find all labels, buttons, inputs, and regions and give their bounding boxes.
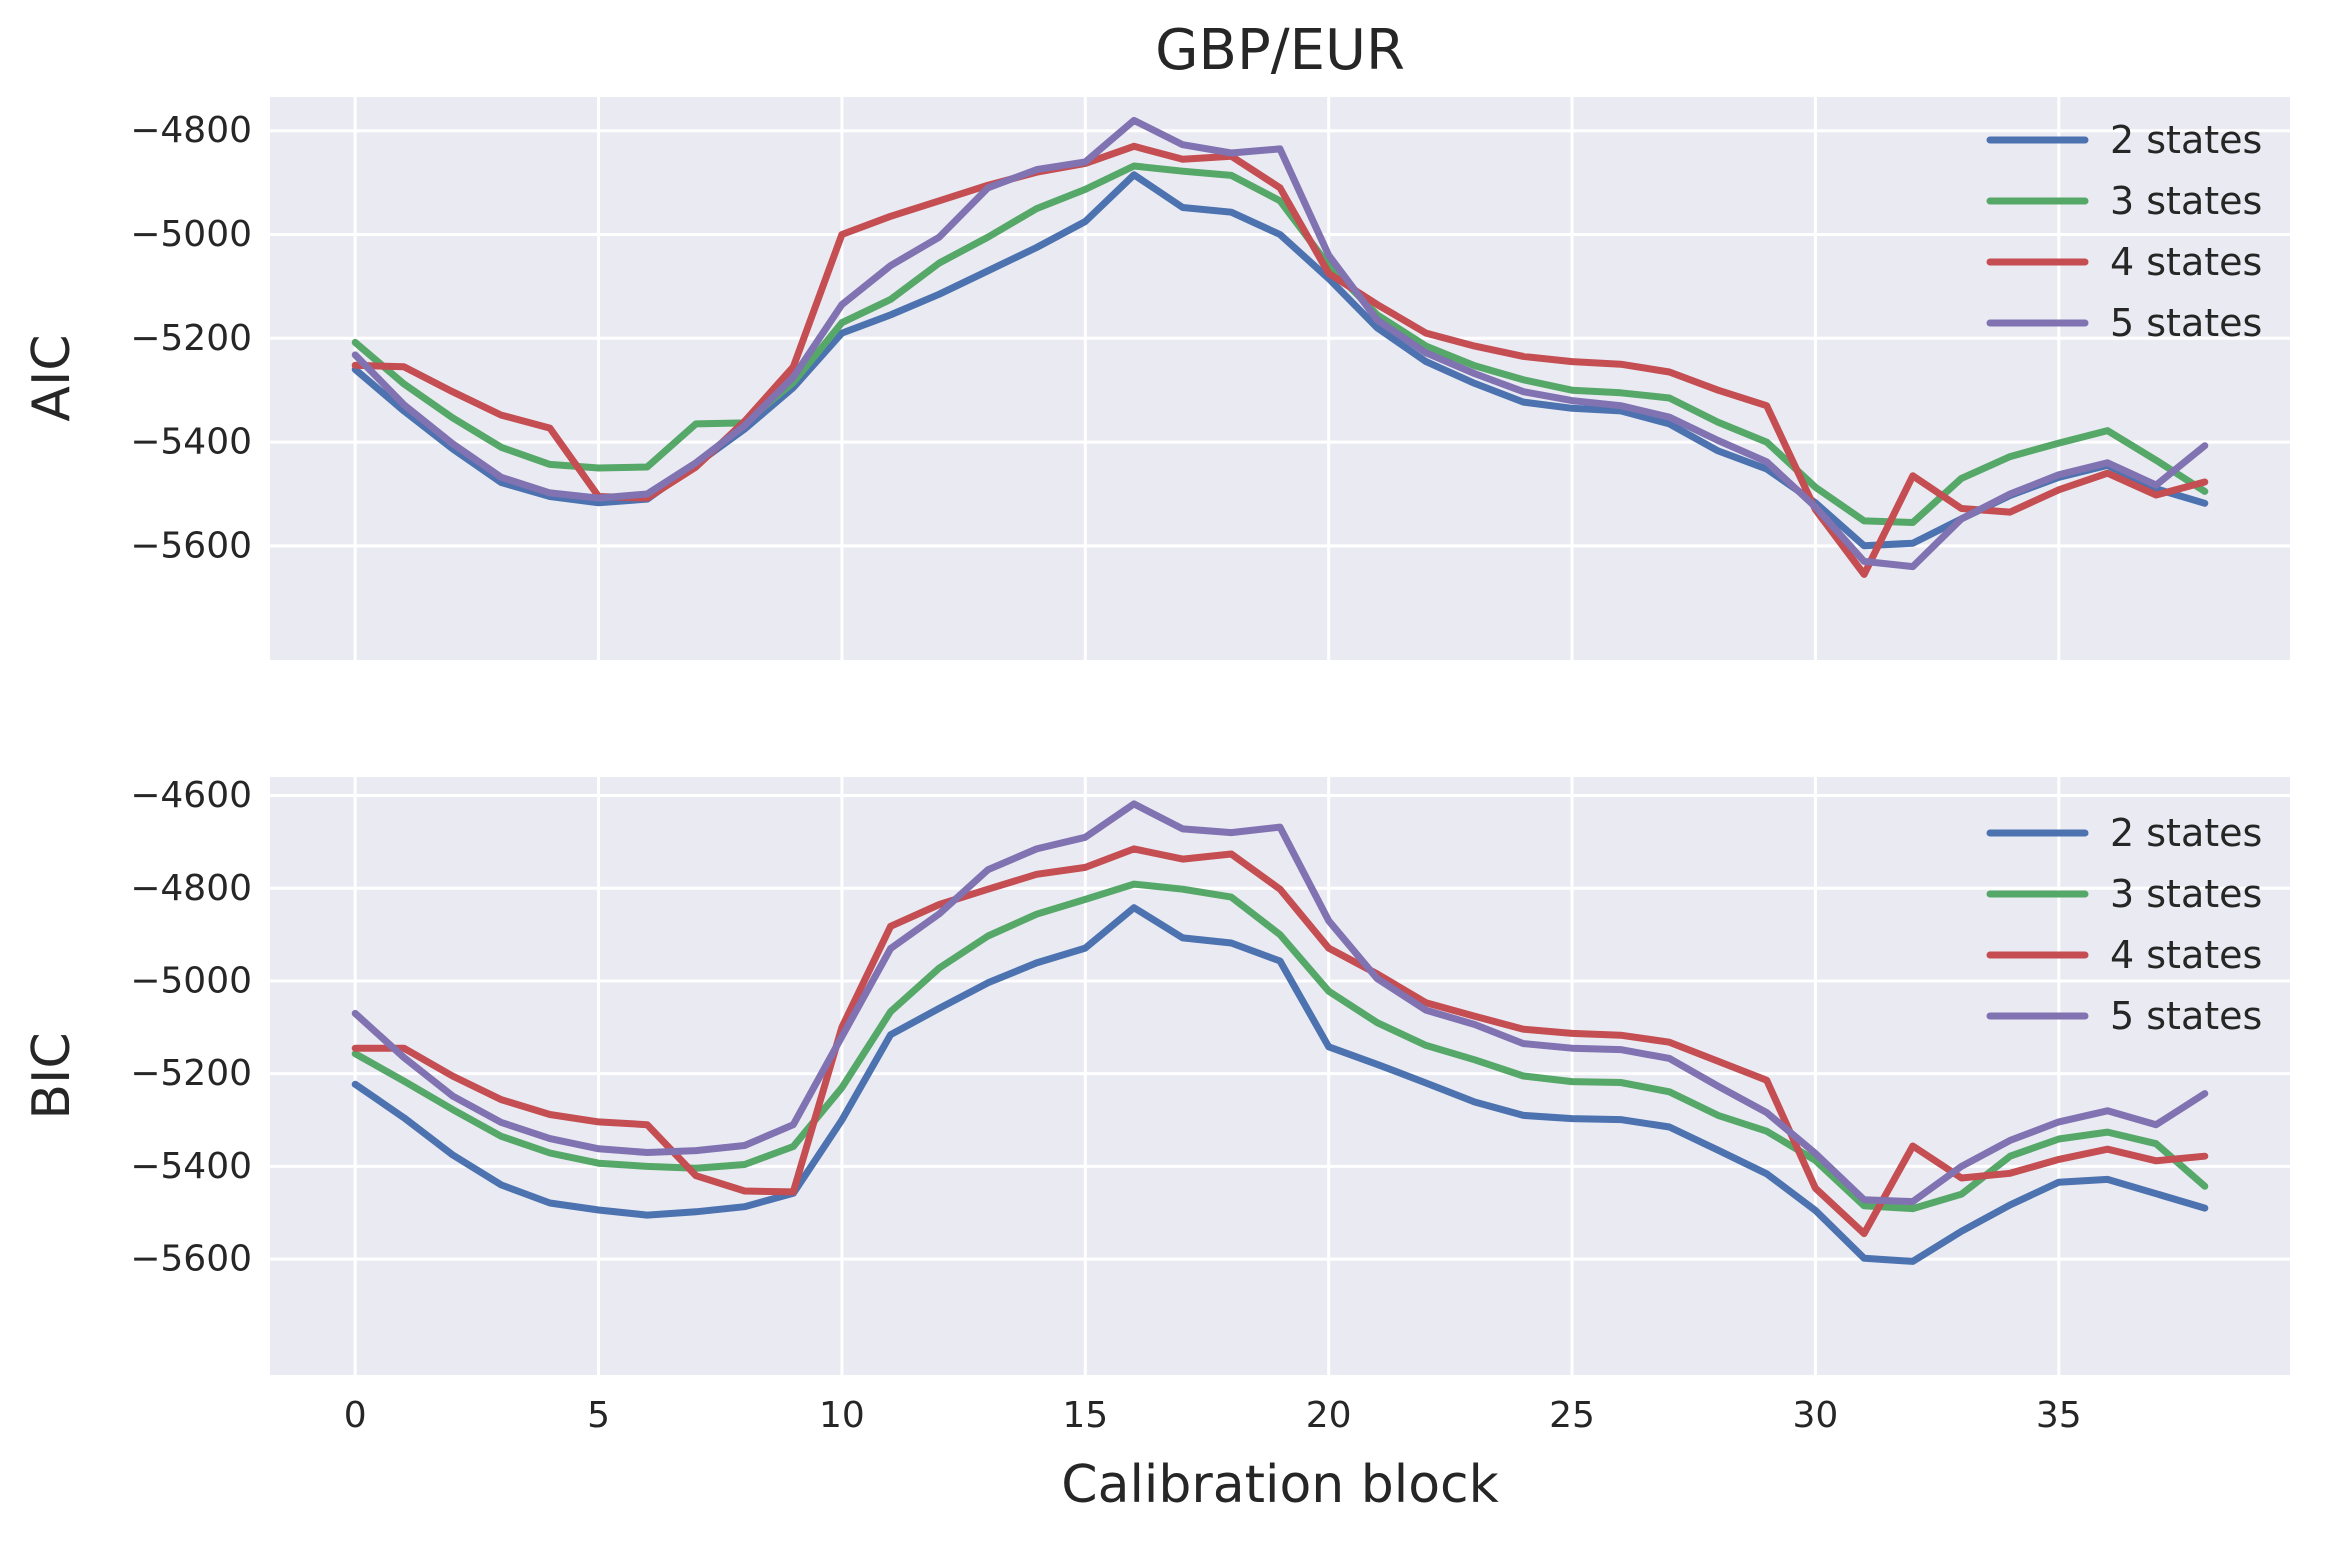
bic-series-line-2-states	[351, 904, 2209, 1265]
aic-legend-label-5-states: 5 states	[2110, 301, 2262, 345]
aic-axes-background	[270, 97, 2290, 660]
bic-axes-background	[270, 777, 2290, 1375]
aic-series-line-5-states	[351, 116, 2209, 571]
aic-ytick-label: −5000	[130, 214, 252, 255]
aic-legend-label-2-states: 2 states	[2110, 118, 2262, 162]
bic-ytick-label: −4600	[130, 775, 252, 816]
bic-series-line-4-states	[351, 845, 2209, 1238]
bic-ytick-label: −4800	[130, 868, 252, 909]
aic-ytick-label: −4800	[130, 110, 252, 151]
chart-title: GBP/EUR	[1155, 18, 1405, 83]
bic-ytick-label: −5400	[130, 1146, 252, 1187]
bic-ytick-label: −5000	[130, 960, 252, 1001]
xtick-label: 10	[819, 1395, 865, 1436]
bic-ytick-label: −5600	[130, 1239, 252, 1280]
xtick-label: 25	[1549, 1395, 1595, 1436]
xtick-label: 30	[1793, 1395, 1839, 1436]
bic-legend-label-5-states: 5 states	[2110, 994, 2262, 1038]
xtick-label: 0	[344, 1395, 367, 1436]
xtick-label: 5	[587, 1395, 610, 1436]
aic-series-line-3-states	[351, 162, 2209, 526]
aic-ytick-label: −5600	[130, 525, 252, 566]
bic-ytick-label: −5200	[130, 1053, 252, 1094]
xtick-label: 15	[1062, 1395, 1108, 1436]
bic-legend-label-3-states: 3 states	[2110, 872, 2262, 916]
aic-legend-label-3-states: 3 states	[2110, 179, 2262, 223]
aic-ytick-label: −5200	[130, 318, 252, 359]
x-axis-label: Calibration block	[1061, 1455, 1499, 1515]
aic-ytick-label: −5400	[130, 422, 252, 463]
aic-legend-label-4-states: 4 states	[2110, 240, 2262, 284]
xtick-label: 35	[2036, 1395, 2082, 1436]
xtick-label: 20	[1306, 1395, 1352, 1436]
bic-series-line-5-states	[351, 800, 2209, 1206]
bic-series-line-3-states	[351, 880, 2209, 1213]
bic-legend-label-2-states: 2 states	[2110, 811, 2262, 855]
bic-legend-label-4-states: 4 states	[2110, 933, 2262, 977]
